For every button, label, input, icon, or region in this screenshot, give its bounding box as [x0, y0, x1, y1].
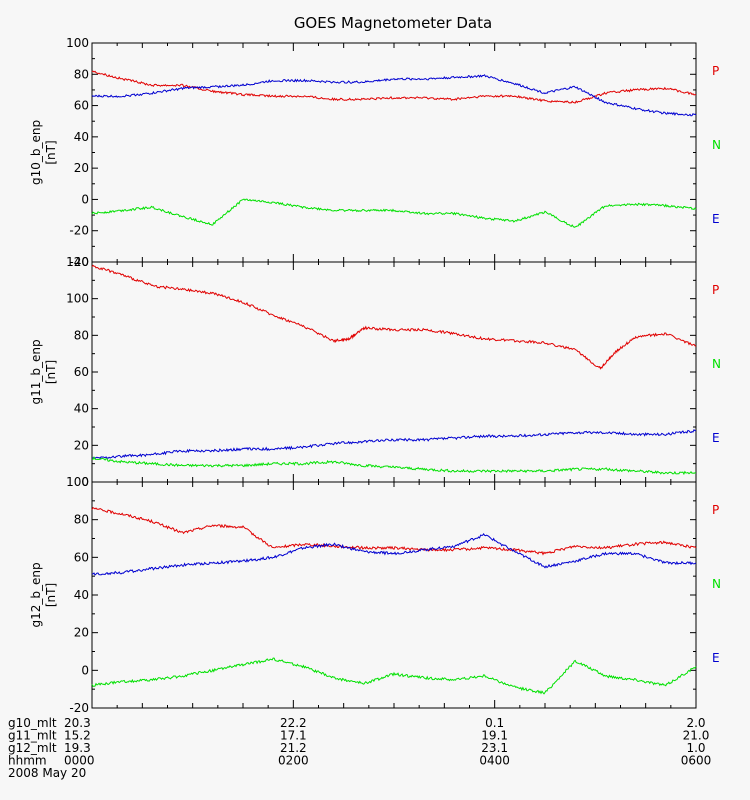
panel-frame	[91, 42, 697, 263]
footer-value: 19.3	[64, 741, 91, 755]
series-line-E	[91, 533, 697, 576]
footer-value: 23.1	[481, 741, 508, 755]
y-axis-label: g10_b_enp	[29, 120, 43, 185]
series-line-P	[91, 507, 697, 556]
legend-E: E	[712, 431, 720, 445]
legend-N: N	[712, 577, 721, 591]
y-axis-unit: [nT]	[44, 583, 58, 607]
footer-value: 15.2	[64, 729, 91, 743]
footer-value: 17.1	[280, 729, 307, 743]
y-tick-label: 60	[74, 550, 89, 564]
panel-frame	[91, 261, 697, 483]
legend-P: P	[712, 283, 719, 297]
footer-value: 2.0	[686, 716, 705, 730]
chart-title: GOES Magnetometer Data	[294, 14, 492, 32]
y-tick-label: -20	[69, 224, 89, 238]
y-tick-label: 40	[74, 130, 89, 144]
footer-value: 0000	[64, 754, 95, 768]
footer-value: 22.2	[280, 716, 307, 730]
legend-P: P	[712, 503, 719, 517]
y-tick-label: 0	[81, 192, 89, 206]
y-tick-label: 0	[81, 475, 89, 489]
legend-N: N	[712, 138, 721, 152]
y-tick-label: 20	[74, 161, 89, 175]
footer-row-label: g11_mlt	[8, 729, 57, 743]
y-axis-label: g12_b_enp	[29, 562, 43, 627]
series-line-N	[91, 198, 697, 228]
y-tick-label: -20	[69, 701, 89, 715]
y-tick-label: 100	[66, 475, 89, 489]
footer-row-label: hhmm	[8, 754, 47, 768]
footer-row-label: g10_mlt	[8, 716, 57, 730]
series-line-P	[91, 70, 696, 104]
legend-E: E	[712, 212, 720, 226]
series-line-P	[91, 264, 697, 370]
series-line-N	[91, 657, 697, 695]
y-tick-label: 60	[74, 99, 89, 113]
y-tick-label: 100	[66, 36, 89, 50]
footer-value: 19.1	[481, 729, 508, 743]
footer-value: 21.0	[683, 729, 710, 743]
y-tick-label: 60	[74, 365, 89, 379]
y-tick-label: 40	[74, 402, 89, 416]
footer-value: 0400	[479, 754, 510, 768]
y-tick-label: 0	[81, 663, 89, 677]
footer-value: 20.3	[64, 716, 91, 730]
legend-N: N	[712, 357, 721, 371]
series-line-E	[91, 74, 697, 117]
footer-value: 0200	[278, 754, 309, 768]
footer-value: 0.1	[485, 716, 504, 730]
y-tick-label: 80	[74, 513, 89, 527]
y-axis-unit: [nT]	[44, 140, 58, 164]
footer-date: 2008 May 20	[8, 766, 86, 780]
footer-value: 1.0	[686, 741, 705, 755]
y-tick-label: 80	[74, 328, 89, 342]
legend-E: E	[712, 651, 720, 665]
footer-value: 0600	[681, 754, 712, 768]
footer-value: 21.2	[280, 741, 307, 755]
y-axis-label: g11_b_enp	[29, 339, 43, 404]
legend-P: P	[712, 64, 719, 78]
y-axis-unit: [nT]	[44, 360, 58, 384]
y-tick-label: 100	[66, 292, 89, 306]
series-line-E	[91, 429, 697, 460]
y-tick-label: -40	[69, 255, 89, 269]
series-line-N	[91, 456, 696, 476]
y-tick-label: 20	[74, 438, 89, 452]
y-tick-label: 40	[74, 588, 89, 602]
y-tick-label: 120	[66, 255, 89, 269]
footer-row-label: g12_mlt	[8, 741, 57, 755]
y-tick-label: 20	[74, 626, 89, 640]
y-tick-label: 80	[74, 67, 89, 81]
